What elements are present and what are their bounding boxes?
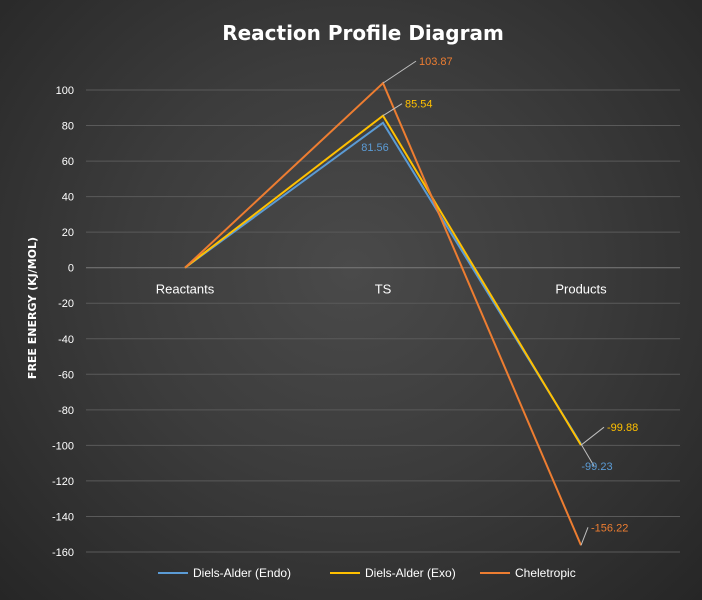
y-tick-label: -40 [58,334,74,346]
gridlines [86,89,680,553]
y-tick-labels: 100 80 60 40 20 0 -20 -40 -60 -80 -100 -120 -140 -160 [52,85,74,559]
y-tick-label: -140 [52,511,74,523]
y-tick-label: -160 [52,547,74,559]
label-leader [580,443,595,467]
legend-label: Diels-Alder (Endo) [193,566,291,580]
label-leader [580,426,605,446]
y-tick-label: 60 [62,156,74,168]
category-label: Products [555,282,607,297]
label-leader [580,527,589,546]
legend-label: Cheletropic [515,566,576,580]
data-label: 81.56 [361,142,389,154]
y-tick-label: 100 [56,85,74,97]
category-labels: Reactants TS Products [156,282,607,297]
y-tick-label: 0 [68,263,74,275]
category-label: Reactants [156,282,215,297]
data-label: -99.88 [607,422,638,434]
series-line [184,114,582,446]
y-tick-label: -100 [52,440,74,452]
label-leader [382,60,417,84]
y-tick-label: -60 [58,369,74,381]
category-label: TS [375,282,392,297]
data-label: -99.23 [581,461,612,473]
data-label: -156.22 [591,522,628,534]
legend-label: Diels-Alder (Exo) [365,566,456,580]
y-tick-label: 80 [62,121,74,133]
legend: Diels-Alder (Endo) Diels-Alder (Exo) Chele… [158,566,576,580]
data-label: 103.87 [419,56,453,68]
y-tick-label: -80 [58,405,74,417]
y-tick-label: 20 [62,227,74,239]
y-tick-label: -20 [58,298,74,310]
data-labels: 81.56 -99.23 85.54 -99.88 103.87 -156.22 [361,56,638,546]
data-label: 85.54 [405,99,433,111]
y-axis-label: FREE ENERGY (KJ/MOL) [26,237,39,379]
y-tick-label: -120 [52,476,74,488]
label-leader [382,103,403,117]
chart-title: Reaction Profile Diagram [222,21,504,45]
y-tick-label: 40 [62,192,74,204]
